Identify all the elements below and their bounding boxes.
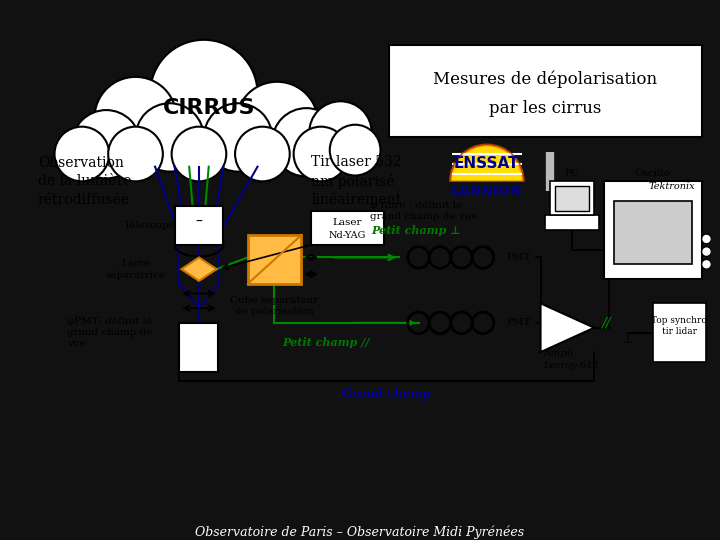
Bar	[546, 215, 599, 230]
Circle shape	[94, 77, 176, 159]
Text: LANNION: LANNION	[451, 184, 523, 198]
Text: PC: PC	[564, 169, 579, 178]
Bar	[613, 201, 692, 264]
Bar	[555, 186, 590, 211]
Bar	[550, 181, 594, 215]
Text: Laser: Laser	[333, 218, 362, 227]
Wedge shape	[452, 147, 521, 181]
Text: //: //	[601, 316, 611, 330]
Circle shape	[294, 127, 348, 181]
Text: Observation
de la lumière
rétrodiffusée: Observation de la lumière rétrodiffusée	[38, 156, 131, 207]
Text: PMT: PMT	[506, 253, 531, 262]
Wedge shape	[451, 146, 522, 181]
Text: Cube séparateur
de polarisation: Cube séparateur de polarisation	[230, 295, 318, 316]
Circle shape	[330, 125, 380, 176]
Wedge shape	[451, 145, 523, 181]
Circle shape	[135, 103, 204, 172]
Text: Lecroy 612: Lecroy 612	[544, 361, 599, 370]
Text: Mesures de dépolarisation: Mesures de dépolarisation	[433, 70, 657, 87]
Text: CIRRUS: CIRRUS	[163, 98, 255, 118]
Circle shape	[701, 259, 711, 269]
Circle shape	[108, 127, 163, 181]
Circle shape	[204, 103, 272, 172]
Text: Tektronix: Tektronix	[649, 181, 696, 191]
Bar	[604, 181, 701, 279]
Circle shape	[72, 110, 140, 178]
Circle shape	[171, 127, 226, 181]
Text: par les cirrus: par les cirrus	[490, 99, 602, 117]
Wedge shape	[451, 146, 523, 181]
Circle shape	[150, 40, 258, 147]
Bar	[311, 211, 384, 245]
Circle shape	[236, 82, 318, 164]
Circle shape	[272, 108, 341, 177]
Circle shape	[55, 127, 109, 181]
Wedge shape	[450, 145, 523, 181]
Text: Télescope: Télescope	[124, 220, 176, 230]
Text: PMT: PMT	[506, 319, 531, 327]
Bar	[174, 206, 223, 245]
Wedge shape	[450, 144, 524, 181]
Text: Tir laser 532
nm polarisé
linéairement: Tir laser 532 nm polarisé linéairement	[311, 155, 402, 207]
Polygon shape	[541, 303, 594, 352]
Circle shape	[701, 234, 711, 244]
Text: –: –	[196, 215, 202, 230]
Text: Nd-YAG: Nd-YAG	[328, 232, 366, 240]
Bar	[390, 45, 701, 137]
Bar	[248, 235, 302, 284]
Text: Petit champ //: Petit champ //	[282, 337, 369, 348]
Text: Top synchro
tir lidar: Top synchro tir lidar	[651, 316, 707, 336]
Text: φPMT: définit le
grand champ de
vue: φPMT: définit le grand champ de vue	[67, 317, 153, 348]
Text: φ fibre : définit le
grand champ de vue: φ fibre : définit le grand champ de vue	[370, 200, 477, 221]
Bar	[179, 323, 218, 372]
Text: ENSSAT: ENSSAT	[454, 156, 520, 171]
Circle shape	[701, 247, 711, 256]
Polygon shape	[181, 258, 217, 281]
Circle shape	[235, 127, 289, 181]
Text: Lame
séparatrice: Lame séparatrice	[106, 259, 166, 280]
Circle shape	[310, 102, 372, 164]
Text: Petit champ ⊥: Petit champ ⊥	[372, 225, 462, 235]
Text: Oscillo: Oscillo	[635, 169, 671, 178]
Text: Ampli: Ampli	[544, 349, 575, 358]
Text: Grand champ: Grand champ	[342, 388, 431, 401]
Text: Observatoire de Paris – Observatoire Midi Pyrénées: Observatoire de Paris – Observatoire Mid…	[195, 525, 525, 539]
Bar	[653, 303, 706, 362]
Text: ⊥: ⊥	[622, 333, 634, 347]
